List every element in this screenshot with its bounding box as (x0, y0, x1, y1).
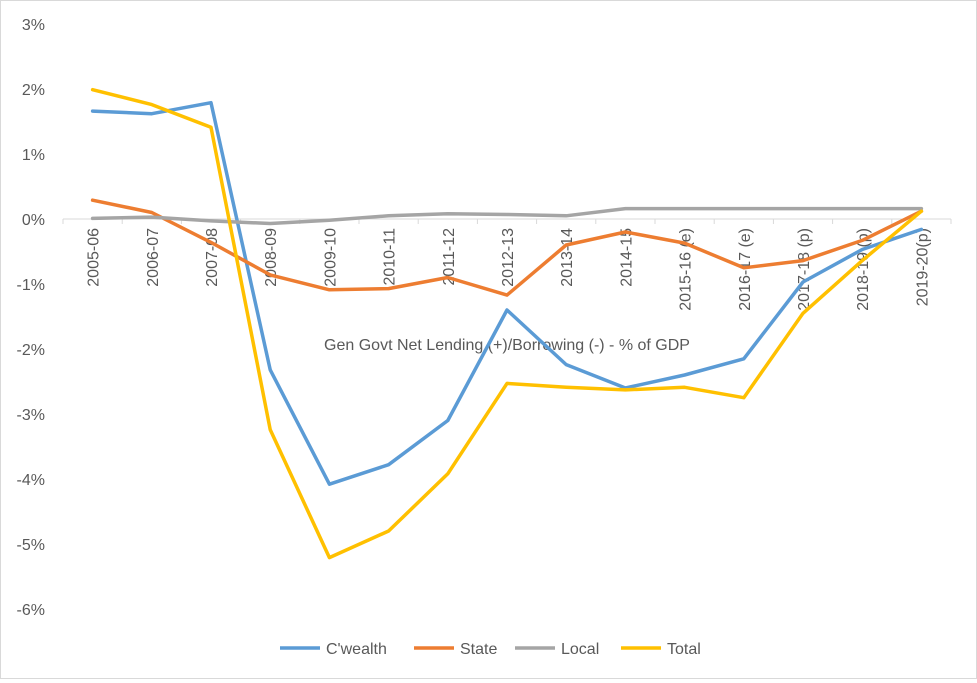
x-tick-label-backing (677, 227, 695, 312)
chart-title-backing (321, 337, 693, 354)
legend-item: Total (621, 641, 701, 658)
x-tick-label: 2012-13 (500, 228, 517, 287)
legend-item: C'wealth (280, 641, 387, 658)
x-tick-label-group: 2008-09 (263, 226, 281, 288)
y-tick-label: 1% (22, 147, 45, 164)
y-tick-label: -3% (17, 407, 45, 424)
x-tick-label-group: 2017-18 (p) (796, 227, 813, 312)
x-tick-label: 2005-06 (86, 228, 103, 287)
y-tick-label: -5% (17, 537, 45, 554)
y-tick-label: 2% (22, 82, 45, 99)
x-tick-label-group: 2005-06 (85, 226, 103, 288)
series-line-state (90, 198, 924, 297)
x-tick-label-backing (85, 226, 103, 288)
x-tick-label: 2010-11 (382, 228, 399, 286)
x-tick-label-backing (500, 226, 517, 288)
x-tick-label: 2019-20(p) (914, 228, 931, 306)
x-tick-label: 2014-15 (618, 228, 635, 287)
legend-label: C'wealth (326, 641, 387, 658)
x-tick-label: 2017-18 (p) (796, 228, 813, 311)
y-tick-label: 0% (22, 212, 45, 229)
x-tick-label-group: 2010-11 (381, 226, 399, 287)
x-tick-label-backing (618, 226, 636, 288)
y-tick-label: -2% (17, 342, 45, 359)
x-tick-label-group: 2009-10 (322, 226, 340, 288)
x-axis-ticks: 2005-06 2006-07 2007-08 2008-09 2009-10 2010-… (85, 226, 932, 312)
series-lines (90, 87, 924, 560)
x-tick-label-backing (381, 226, 399, 287)
x-tick-label-group: 2007-08 (204, 226, 221, 288)
legend-item: Local (515, 641, 599, 658)
x-tick-label-backing (796, 227, 813, 312)
x-tick-label-group: 2011-12 (440, 226, 458, 287)
x-tick-label-group: 2006-07 (144, 226, 162, 288)
x-tick-label-group: 2012-13 (500, 226, 517, 288)
x-tick-label: 2011-12 (441, 228, 458, 286)
y-tick-label: -4% (17, 472, 45, 489)
x-tick-label: 2013-14 (559, 228, 576, 287)
x-tick-label-group: 2015-16 (e) (677, 227, 695, 312)
y-tick-label: 3% (22, 17, 45, 34)
series-line-cwealth (90, 100, 924, 486)
y-tick-label: -6% (17, 602, 45, 619)
x-axis (62, 218, 952, 224)
x-tick-label: 2009-10 (322, 228, 339, 287)
x-tick-label-backing (440, 226, 458, 287)
x-tick-label-backing (322, 226, 340, 288)
y-tick-label: -1% (17, 277, 45, 294)
x-tick-label-group: 2014-15 (618, 226, 636, 288)
y-axis-ticks: 3% 2% 1% 0% -1% -2% -3% -4% -5% -6% (17, 17, 45, 619)
legend-label: Total (667, 641, 701, 658)
legend-label: State (460, 641, 497, 658)
chart-title: Gen Govt Net Lending (+)/Borrowing (-) -… (324, 337, 690, 354)
x-tick-label: 2015-16 (e) (678, 228, 695, 311)
x-tick-label: 2007-08 (204, 228, 221, 287)
x-tick-label-backing (144, 226, 162, 288)
x-tick-label: 2006-07 (145, 228, 162, 287)
legend: C'wealth State Local Total (280, 641, 701, 658)
x-tick-label-group: 2019-20(p) (914, 227, 932, 308)
series-line-local (90, 206, 924, 226)
legend-label: Local (561, 641, 599, 658)
legend-item: State (414, 641, 497, 658)
x-tick-label-group: 2013-14 (559, 226, 577, 288)
x-tick-label-backing (914, 227, 932, 308)
series-line-total (90, 87, 924, 560)
